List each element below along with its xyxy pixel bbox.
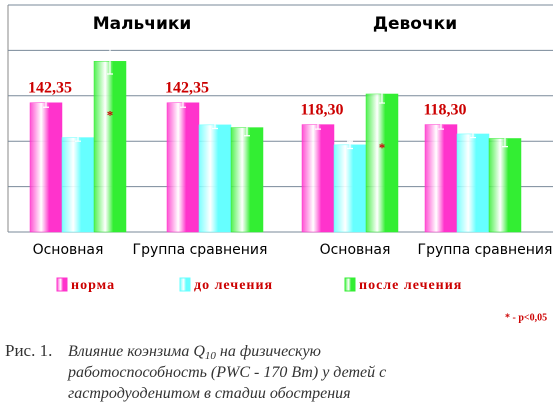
bar	[488, 138, 522, 233]
error-bar	[438, 119, 444, 130]
bar	[61, 137, 95, 233]
footnote: * - p<0,05	[505, 312, 547, 323]
error-bar	[180, 97, 186, 108]
legend-label: норма	[71, 278, 115, 293]
error-bar	[107, 47, 113, 75]
bar	[301, 124, 335, 233]
caption-part: Влияние коэнзима Q	[68, 343, 205, 360]
caption-part: 10	[205, 350, 217, 362]
caption-part: гастродуоденитом в стадии обострения	[68, 385, 351, 402]
error-bar	[502, 129, 508, 148]
error-bar	[347, 140, 353, 150]
caption-line: Влияние коэнзима Q10 на физическую	[68, 343, 321, 362]
error-bar	[244, 118, 250, 137]
legend-swatch	[56, 277, 68, 292]
bar	[198, 124, 232, 233]
caption-line: гастродуоденитом в стадии обострения	[68, 385, 351, 402]
group-title: Девочки	[373, 14, 457, 34]
error-bar	[379, 84, 385, 104]
error-bar	[315, 119, 321, 130]
bar	[333, 144, 367, 233]
value-label: 118,30	[423, 101, 466, 118]
legend-label: после лечения	[359, 278, 462, 293]
bar	[166, 102, 200, 233]
significance-marker: *	[379, 140, 386, 155]
caption-number: Рис. 1.	[5, 341, 52, 360]
error-bar	[75, 133, 81, 142]
bar	[456, 133, 490, 233]
significance-marker: *	[107, 107, 114, 122]
caption-part: на физическую	[216, 343, 321, 360]
value-label: 142,35	[165, 79, 209, 96]
value-label: 118,30	[300, 101, 343, 118]
legend-label: до лечения	[194, 278, 273, 293]
caption-part: работоспособность (PWC - 170 Вт) у детей…	[67, 364, 386, 381]
caption-line: работоспособность (PWC - 170 Вт) у детей…	[67, 364, 386, 381]
x-tick-label: Группа сравнения	[418, 242, 553, 258]
bar	[424, 124, 458, 233]
group-title: Мальчики	[93, 14, 192, 34]
bar	[93, 61, 127, 233]
legend-swatch	[344, 277, 356, 292]
x-tick-label: Группа сравнения	[133, 242, 268, 258]
bar	[230, 127, 264, 233]
x-tick-label: Основная	[33, 242, 104, 258]
error-bar	[470, 129, 476, 139]
value-label: 142,35	[28, 79, 72, 96]
error-bar	[212, 120, 218, 130]
x-tick-label: Основная	[320, 242, 391, 258]
bar	[365, 93, 399, 233]
bar	[29, 102, 63, 233]
legend-swatch	[179, 277, 191, 292]
error-bar	[43, 97, 49, 108]
